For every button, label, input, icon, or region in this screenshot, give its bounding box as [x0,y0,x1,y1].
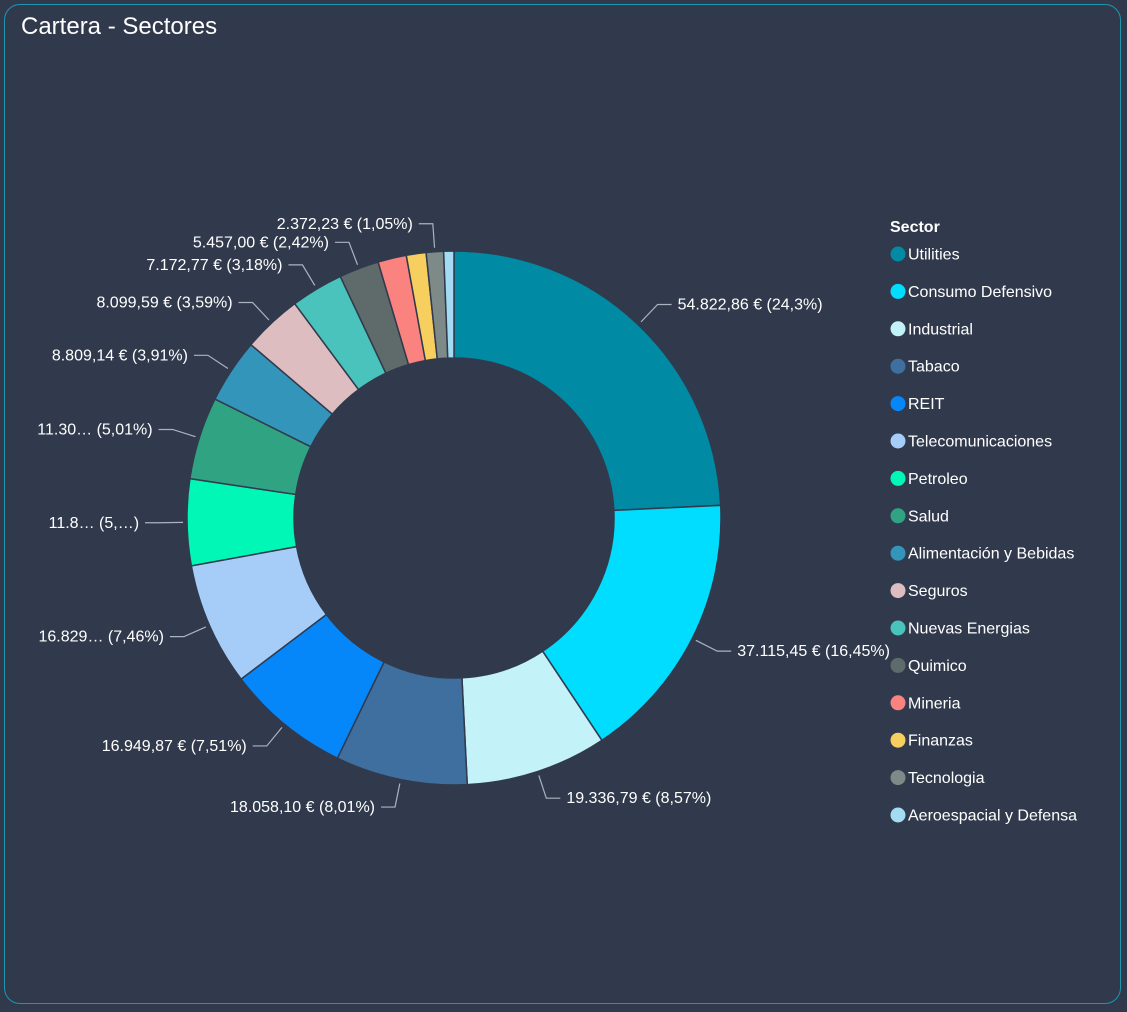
legend-marker [890,246,906,262]
data-label: 16.829… (7,46%) [39,629,164,646]
legend-item-utilities[interactable]: Utilities [890,246,960,264]
legend-marker [890,283,906,299]
data-label: 8.809,14 € (3,91%) [52,347,188,364]
leader-line [193,354,229,370]
data-label: 2.372,23 € (1,05%) [277,216,413,233]
legend-item-salud[interactable]: Salud [890,508,949,525]
chart-title: Cartera - Sectores [21,13,218,40]
legend-marker [890,321,906,337]
data-label: 11.8… (5,…) [49,515,139,532]
leader-line [695,639,732,652]
legend-label: Industrial [908,321,973,338]
legend-item-seguros[interactable]: Seguros [890,583,968,600]
legend-marker [890,770,906,786]
legend-marker [890,620,906,636]
legend-marker [890,470,906,486]
legend-marker [890,396,906,412]
data-label: 54.822,86 € (24,3%) [678,297,823,314]
legend-marker [890,807,906,823]
legend-label: Telecomunicaciones [908,434,1052,451]
legend-label: Seguros [908,583,968,600]
leader-line [288,264,316,286]
legend-label: Utilities [908,247,960,264]
slice-aeroespacial-y-defensa[interactable] [442,250,455,359]
legend-item-consumo-defensivo[interactable]: Consumo Defensivo [890,283,1053,301]
legend-item-alimentacion-y-bebidas[interactable]: Alimentación y Bebidas [890,545,1075,563]
legend-label: Nuevas Energias [908,621,1030,638]
legend-title: Sector [890,219,940,236]
legend-marker [890,695,906,711]
data-label: 37.115,45 € (16,45%) [737,643,890,660]
legend-label: Consumo Defensivo [908,284,1052,301]
legend-label: REIT [908,396,945,413]
leader-line [418,223,436,248]
legend-label: Tabaco [908,359,960,376]
legend-item-finanzas[interactable]: Finanzas [890,732,973,750]
slice-utilities[interactable] [453,250,722,512]
legend-item-industrial[interactable]: Industrial [890,321,973,338]
data-label: 19.336,79 € (8,57%) [566,790,711,807]
data-label: 8.099,59 € (3,59%) [96,294,232,311]
data-label: 7.172,77 € (3,18%) [146,257,282,274]
legend-label: Petroleo [908,471,968,488]
legend-label: Mineria [908,695,961,712]
data-label: 16.949,87 € (7,51%) [102,738,247,755]
legend-marker [890,508,906,524]
legend-label: Tecnologia [908,770,985,787]
leader-line [538,775,561,799]
legend-item-nuevas-energias[interactable]: Nuevas Energias [890,620,1030,638]
legend-item-aeroespacial-y-defensa[interactable]: Aeroespacial y Defensa [890,807,1078,825]
legend-item-tabaco[interactable]: Tabaco [890,358,960,376]
legend-marker [890,732,906,748]
legend-label: Finanzas [908,733,973,750]
legend-label: Alimentación y Bebidas [908,546,1074,563]
slice-consumo-defensivo[interactable] [541,504,722,742]
leader-line [169,626,207,638]
legend-label: Quimico [908,658,967,675]
data-label: 11.30… (5,01%) [37,421,152,438]
legend-marker [890,545,906,561]
legend-label: Salud [908,508,949,525]
leader-line [381,783,401,808]
legend-marker [890,583,906,599]
legend-item-telecomunicaciones[interactable]: Telecomunicaciones [890,433,1053,451]
leader-line [640,303,672,323]
leader-line [238,301,270,321]
legend-marker [890,358,906,374]
legend-marker [890,657,906,673]
legend-marker [890,433,906,449]
data-label: 5.457,00 € (2,42%) [193,234,329,251]
legend-item-quimico[interactable]: Quimico [890,657,967,675]
data-label: 18.058,10 € (8,01%) [230,799,375,816]
leader-line [158,428,196,438]
leader-line [252,727,283,747]
legend-item-petroleo[interactable]: Petroleo [890,470,968,488]
leader-line [334,241,359,265]
legend-label: Aeroespacial y Defensa [908,808,1077,825]
legend-item-tecnologia[interactable]: Tecnologia [890,770,985,787]
legend-item-mineria[interactable]: Mineria [890,695,961,712]
legend-item-reit[interactable]: REIT [890,396,945,413]
